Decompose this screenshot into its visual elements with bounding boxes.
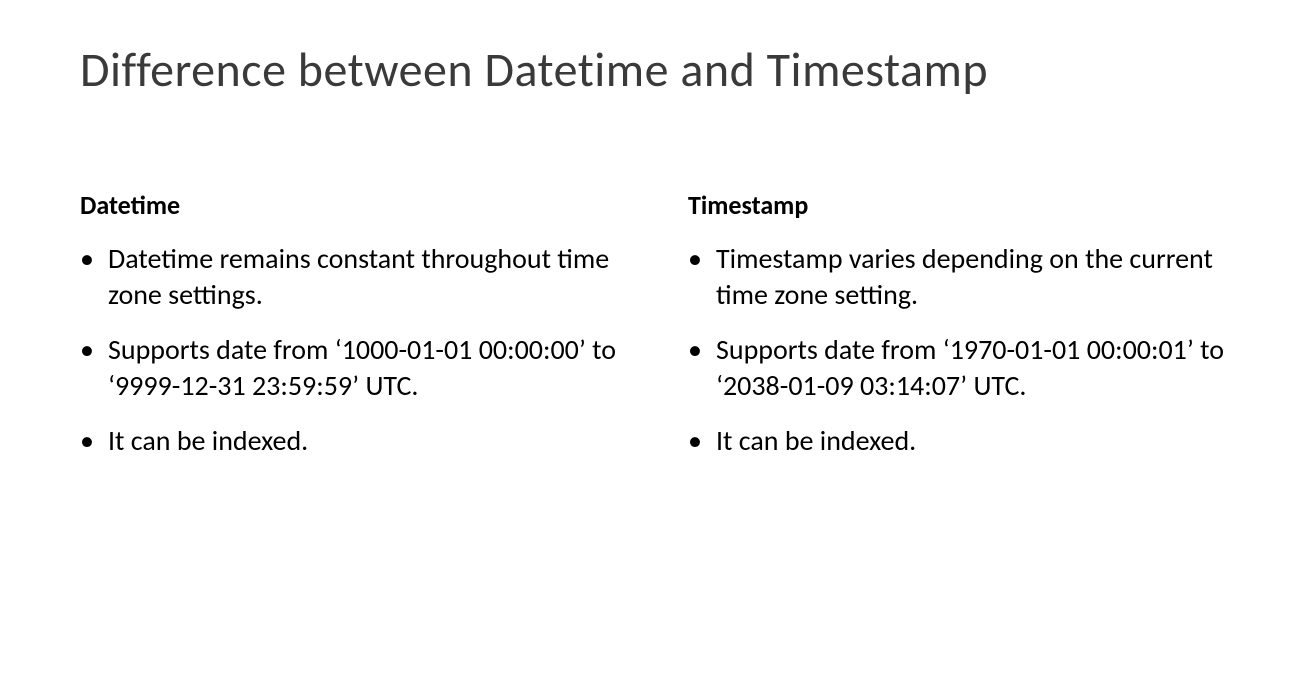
list-item: Timestamp varies depending on the curren… [688,241,1236,314]
right-column-heading: Timestamp [688,189,1236,221]
left-column: Datetime Datetime remains constant throu… [80,189,628,477]
comparison-columns: Datetime Datetime remains constant throu… [80,189,1236,477]
list-item: Supports date from ‘1970-01-01 00:00:01’… [688,332,1236,405]
list-item: It can be indexed. [80,423,628,459]
right-column-list: Timestamp varies depending on the curren… [688,241,1236,459]
list-item: Supports date from ‘1000-01-01 00:00:00’… [80,332,628,405]
slide-title: Difference between Datetime and Timestam… [80,40,1236,99]
list-item: Datetime remains constant throughout tim… [80,241,628,314]
left-column-list: Datetime remains constant throughout tim… [80,241,628,459]
right-column: Timestamp Timestamp varies depending on … [688,189,1236,477]
left-column-heading: Datetime [80,189,628,221]
list-item: It can be indexed. [688,423,1236,459]
